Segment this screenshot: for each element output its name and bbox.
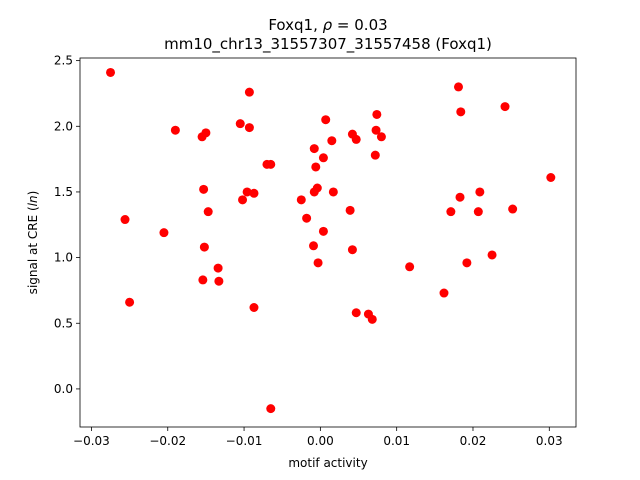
- data-point-29: [309, 241, 318, 251]
- data-point-38: [351, 134, 361, 144]
- chart-title-prefix: Foxq1,: [268, 16, 322, 34]
- data-point-52: [455, 192, 465, 202]
- chart-title-suffix: = 0.03: [332, 16, 388, 34]
- y-tick-label: 1.0: [54, 251, 73, 265]
- y-axis-label-italic: ln: [26, 195, 40, 206]
- y-axis-label: signal at CRE (ln): [26, 191, 40, 295]
- chart-title-rho: ρ: [323, 16, 333, 34]
- data-point-18: [249, 188, 259, 198]
- data-point-8: [203, 207, 213, 217]
- data-point-44: [371, 125, 381, 135]
- data-point-49: [446, 207, 456, 217]
- data-point-25: [309, 144, 319, 154]
- data-point-0: [106, 67, 116, 77]
- data-point-31: [318, 226, 328, 236]
- data-point-46: [370, 150, 380, 160]
- data-point-15: [244, 123, 254, 133]
- data-point-24: [302, 213, 312, 223]
- data-point-7: [199, 184, 209, 194]
- data-point-10: [198, 275, 208, 285]
- data-point-50: [453, 82, 463, 92]
- data-point-33: [321, 115, 331, 125]
- y-tick-label: 1.5: [54, 185, 73, 199]
- data-point-51: [456, 107, 466, 117]
- x-tick-label: 0.03: [536, 434, 563, 448]
- data-point-47: [405, 262, 415, 272]
- data-point-58: [508, 204, 518, 214]
- data-point-12: [214, 276, 224, 286]
- data-point-14: [244, 87, 254, 97]
- data-point-3: [159, 228, 169, 238]
- data-point-9: [199, 242, 209, 252]
- chart-title-line2: mm10_chr13_31557307_31557458 (Foxq1): [164, 35, 492, 54]
- y-axis-label-suffix: ): [26, 191, 40, 196]
- y-tick-label: 2.0: [54, 119, 73, 133]
- data-point-54: [475, 187, 485, 197]
- data-point-34: [327, 136, 337, 146]
- data-point-40: [351, 308, 361, 318]
- data-point-59: [546, 173, 556, 182]
- data-point-57: [500, 102, 510, 112]
- data-point-42: [367, 314, 377, 324]
- data-point-39: [347, 245, 357, 255]
- data-point-13: [235, 119, 245, 129]
- y-tick-label: 0.0: [54, 382, 73, 396]
- y-tick-label: 2.5: [54, 54, 73, 68]
- x-axis-ticks: −0.03 −0.02 −0.01 0.00 0.01 0.02 0.03: [73, 427, 563, 448]
- x-tick-label: −0.02: [149, 434, 186, 448]
- data-point-11: [213, 263, 223, 273]
- data-point-56: [487, 250, 497, 260]
- x-tick-label: 0.00: [307, 434, 334, 448]
- data-point-30: [313, 258, 323, 268]
- data-point-55: [473, 207, 483, 217]
- data-point-21: [266, 159, 276, 169]
- data-point-53: [462, 258, 472, 268]
- data-point-22: [266, 404, 276, 414]
- x-axis-label: motif activity: [288, 456, 367, 470]
- data-point-16: [242, 187, 252, 197]
- data-point-6: [201, 128, 211, 138]
- data-point-2: [125, 297, 135, 307]
- data-point-43: [372, 109, 382, 119]
- data-point-28: [312, 183, 322, 193]
- x-tick-label: 0.01: [383, 434, 410, 448]
- data-point-4: [170, 125, 180, 135]
- data-point-1: [120, 215, 130, 225]
- data-point-32: [318, 153, 328, 163]
- x-tick-label: −0.03: [73, 434, 110, 448]
- data-point-35: [328, 187, 338, 197]
- y-axis-label-prefix: signal at CRE (: [26, 206, 40, 294]
- data-point-23: [296, 195, 306, 205]
- plot-frame: [79, 57, 577, 428]
- y-tick-label: 0.5: [54, 316, 73, 330]
- x-tick-label: 0.02: [460, 434, 487, 448]
- data-point-17: [238, 195, 248, 205]
- data-point-26: [311, 162, 321, 172]
- chart-title-line1: Foxq1, ρ = 0.03: [268, 16, 387, 34]
- data-point-48: [439, 288, 449, 298]
- x-tick-label: −0.01: [226, 434, 263, 448]
- y-axis-ticks: 0.0 0.5 1.0 1.5 2.0 2.5: [54, 54, 80, 396]
- data-points: [106, 67, 556, 414]
- data-point-19: [249, 303, 259, 312]
- data-point-36: [345, 205, 355, 215]
- data-point-45: [376, 132, 386, 142]
